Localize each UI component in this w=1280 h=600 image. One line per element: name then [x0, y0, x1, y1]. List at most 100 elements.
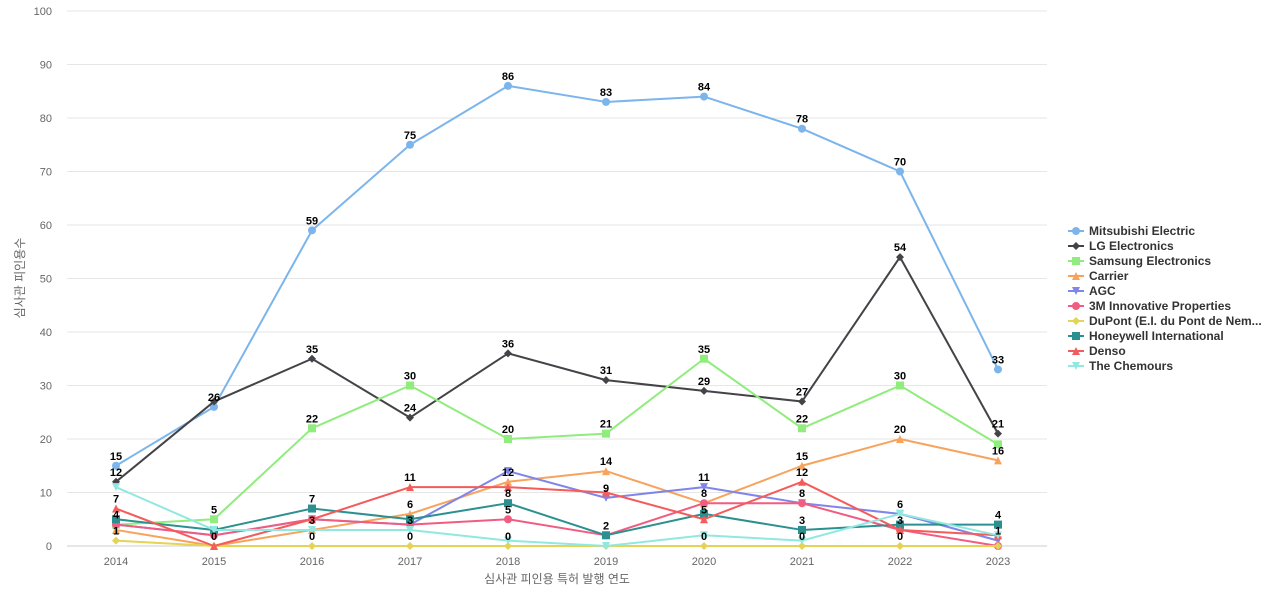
data-point	[504, 477, 512, 486]
data-label: 15	[110, 451, 122, 463]
data-point	[896, 253, 904, 262]
data-point	[210, 525, 218, 534]
legend-label: The Chemours	[1089, 359, 1173, 373]
legend-marker	[1072, 347, 1080, 355]
data-label: 15	[796, 451, 808, 463]
data-label: 27	[796, 387, 808, 399]
data-point	[994, 365, 1002, 374]
data-point	[896, 520, 904, 529]
data-point	[504, 81, 512, 90]
data-point	[406, 413, 414, 422]
data-label: 26	[208, 392, 220, 404]
y-tick-label: 60	[40, 220, 52, 232]
data-point	[602, 488, 610, 497]
data-label: 6	[897, 499, 903, 511]
x-tick-label: 2014	[104, 556, 128, 568]
data-label: 14	[600, 456, 613, 468]
data-label: 1	[995, 526, 1001, 538]
data-label: 12	[502, 467, 514, 479]
data-label: 0	[211, 531, 217, 543]
data-point	[896, 435, 904, 443]
data-point	[798, 525, 806, 534]
y-tick-label: 100	[34, 6, 52, 18]
legend-label: Samsung Electronics	[1089, 254, 1211, 268]
x-tick-label: 2015	[202, 556, 226, 568]
legend-label: AGC	[1089, 284, 1116, 298]
x-axis-title: 심사관 피인용 특허 발행 연도	[484, 571, 630, 586]
legend-marker	[1072, 227, 1080, 235]
data-point	[798, 124, 806, 133]
data-label: 30	[894, 371, 906, 383]
data-label: 22	[306, 413, 318, 425]
data-label: 78	[796, 114, 808, 126]
legend-marker	[1072, 362, 1080, 370]
data-point	[504, 349, 512, 358]
series-line	[115, 502, 999, 547]
data-point	[210, 397, 218, 406]
data-point	[602, 467, 610, 476]
data-label: 8	[799, 488, 805, 500]
series	[112, 499, 1002, 540]
data-point	[994, 531, 1002, 540]
legend-label: 3M Innovative Properties	[1089, 299, 1231, 313]
data-point	[210, 402, 218, 411]
data-point	[504, 483, 512, 492]
data-label: 0	[407, 531, 413, 543]
data-label: 83	[600, 87, 612, 99]
data-label: 0	[799, 531, 805, 543]
data-label: 31	[600, 365, 612, 377]
x-tick-label: 2021	[790, 556, 814, 568]
data-point	[504, 467, 512, 476]
series-lines	[112, 81, 1002, 550]
data-point	[210, 515, 218, 524]
data-label: 8	[505, 488, 511, 500]
y-axis-title: 심사관 피인용수	[13, 238, 27, 319]
data-label: 12	[110, 467, 122, 479]
data-point	[700, 386, 708, 395]
data-point	[308, 354, 316, 363]
data-label: 29	[698, 376, 710, 388]
series	[112, 483, 1002, 550]
series	[112, 81, 1002, 470]
legend-item: Mitsubishi Electric	[1068, 224, 1195, 238]
series-line	[115, 480, 999, 547]
data-label: 11	[698, 472, 710, 484]
data-label: 3	[799, 515, 805, 527]
data-label: 2	[603, 520, 609, 532]
legend-marker	[1072, 257, 1080, 265]
data-point	[602, 429, 610, 438]
data-label: 3	[309, 515, 315, 527]
data-point	[700, 542, 708, 550]
data-point	[700, 483, 708, 492]
series	[112, 253, 1002, 486]
data-point	[308, 525, 316, 534]
data-point	[700, 531, 708, 540]
data-labels: 1512741265059352273075302411630863620128…	[110, 71, 1004, 543]
data-label: 4	[995, 510, 1002, 522]
data-label: 12	[796, 467, 808, 479]
data-label: 84	[698, 82, 711, 94]
data-label: 0	[701, 531, 707, 543]
series-line	[115, 539, 998, 547]
legend-marker	[1072, 332, 1080, 340]
data-point	[112, 536, 120, 545]
data-point	[602, 531, 610, 540]
data-point	[994, 429, 1002, 438]
data-label: 0	[505, 531, 511, 543]
data-label: 86	[502, 71, 514, 83]
data-point	[308, 226, 316, 235]
data-point	[504, 542, 512, 550]
data-label: 7	[113, 494, 119, 506]
x-tick-label: 2020	[692, 556, 716, 568]
data-label: 21	[600, 419, 612, 431]
series-line	[115, 357, 999, 526]
data-label: 3	[897, 515, 903, 527]
y-tick-label: 50	[40, 274, 52, 286]
data-label: 0	[897, 531, 903, 543]
data-point	[112, 504, 120, 513]
data-point	[112, 461, 120, 470]
series	[112, 477, 1002, 550]
legend-marker	[1072, 242, 1080, 250]
data-point	[896, 542, 904, 550]
